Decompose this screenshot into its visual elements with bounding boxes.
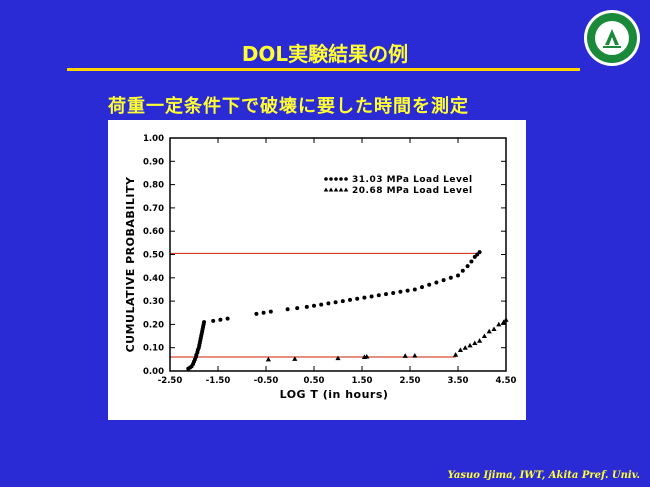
dol-cumulative-probability-chart: 0.00 0.10 0.20 0.30 0.40 0.50 0.60 0.70 0.80 0.90…	[124, 134, 517, 401]
legend-marker	[324, 177, 328, 181]
y-tick-label: 0.40	[143, 274, 164, 284]
data-point-31-03mpa	[369, 294, 374, 299]
data-point-20-68mpa	[462, 345, 468, 350]
data-point-31-03mpa	[420, 285, 424, 290]
x-tick-label: 3.50	[448, 376, 469, 386]
data-point-20-68mpa	[453, 352, 459, 357]
data-point-31-03mpa	[391, 290, 396, 295]
legend-marker	[328, 187, 334, 192]
y-tick-label: 0.10	[143, 344, 164, 354]
legend-marker	[343, 187, 349, 192]
data-point-20-68mpa	[486, 328, 492, 334]
data-point-20-68mpa	[364, 353, 370, 359]
legend-entry: 31.03 MPa Load Level	[352, 175, 473, 185]
university-seal-icon	[583, 9, 641, 67]
data-point-31-03mpa	[362, 295, 367, 300]
data-point-20-68mpa	[467, 342, 473, 348]
data-point-31-03mpa	[268, 309, 273, 314]
y-tick-label: 1.00	[143, 134, 164, 144]
data-point-31-03mpa	[340, 299, 345, 304]
data-point-31-03mpa	[376, 293, 381, 298]
data-point-31-03mpa	[211, 318, 216, 323]
data-point-20-68mpa	[496, 321, 502, 327]
author-credit: Yasuo Ijima, IWT, Akita Pref. Univ.	[447, 470, 640, 481]
data-point-20-68mpa	[491, 326, 497, 332]
x-tick-label: 1.50	[352, 376, 373, 386]
legend-marker	[338, 187, 344, 192]
legend-marker	[323, 187, 329, 192]
legend-marker	[333, 187, 339, 192]
slide-title: DOL実験結果の例	[241, 42, 409, 66]
data-point-31-03mpa	[261, 310, 266, 315]
data-point-31-03mpa	[295, 306, 300, 311]
legend-entry: 20.68 MPa Load Level	[352, 186, 473, 196]
x-tick-label: 4.50	[496, 376, 517, 386]
y-tick-label: 0.00	[143, 367, 164, 377]
data-point-31-03mpa	[456, 273, 460, 278]
x-tick-label: 0.50	[304, 376, 325, 386]
data-point-31-03mpa	[218, 317, 223, 322]
data-point-31-03mpa	[333, 300, 338, 305]
plot-frame	[169, 137, 507, 372]
legend-marker	[329, 177, 333, 181]
y-tick-label: 0.90	[143, 157, 164, 167]
data-point-31-03mpa	[448, 275, 453, 280]
data-point-20-68mpa	[503, 317, 509, 322]
x-tick-label: -0.50	[254, 376, 279, 386]
y-axis-label: CUMULATIVE PROBABILITY	[124, 176, 137, 352]
data-point-31-03mpa	[398, 289, 403, 294]
x-tick-label: -2.50	[158, 376, 183, 386]
data-point-20-68mpa	[335, 355, 341, 361]
data-point-20-68mpa	[457, 347, 463, 353]
y-tick-label: 0.50	[143, 251, 164, 261]
legend-marker	[344, 177, 348, 181]
data-point-31-03mpa	[465, 264, 470, 269]
data-point-31-03mpa	[405, 288, 410, 293]
data-point-20-68mpa	[481, 333, 487, 339]
data-point-31-03mpa	[355, 296, 360, 301]
x-tick-label: 2.50	[400, 376, 421, 386]
data-point-31-03mpa	[460, 268, 465, 273]
data-point-31-03mpa	[254, 311, 259, 316]
data-point-20-68mpa	[402, 353, 408, 358]
data-point-31-03mpa	[477, 250, 482, 255]
data-point-20-68mpa	[292, 356, 298, 361]
y-tick-label: 0.20	[143, 320, 164, 330]
data-point-31-03mpa	[469, 259, 474, 264]
y-tick-label: 0.60	[143, 227, 164, 237]
x-tick-label: -1.50	[206, 376, 231, 386]
data-point-31-03mpa	[384, 292, 388, 297]
x-axis-label: LOG T (in hours)	[280, 388, 389, 401]
data-point-20-68mpa	[477, 338, 483, 343]
data-point-31-03mpa	[225, 316, 230, 321]
data-point-31-03mpa	[319, 302, 324, 307]
title-underline	[67, 68, 580, 71]
data-point-20-68mpa	[472, 340, 478, 346]
data-point-31-03mpa	[285, 307, 290, 312]
data-point-31-03mpa	[441, 278, 446, 283]
data-point-31-03mpa	[312, 303, 316, 308]
data-point-31-03mpa	[326, 301, 331, 306]
data-point-20-68mpa	[265, 356, 271, 362]
data-point-20-68mpa	[412, 353, 418, 358]
slide-subtitle: 荷重一定条件下で破壊に要した時間を測定	[108, 96, 469, 117]
y-tick-label: 0.30	[143, 297, 164, 307]
data-point-31-03mpa	[202, 320, 207, 325]
data-point-31-03mpa	[304, 304, 309, 309]
data-point-31-03mpa	[434, 280, 439, 285]
legend-marker	[339, 177, 343, 181]
y-tick-label: 0.70	[143, 204, 164, 214]
legend-marker	[334, 177, 338, 181]
data-point-20-68mpa	[501, 319, 507, 325]
data-point-31-03mpa	[412, 287, 417, 292]
y-tick-label: 0.80	[143, 181, 164, 191]
dol-chart-panel: 0.00 0.10 0.20 0.30 0.40 0.50 0.60 0.70 0.80 0.90…	[108, 120, 526, 420]
data-point-31-03mpa	[348, 297, 352, 302]
data-point-31-03mpa	[427, 282, 432, 287]
